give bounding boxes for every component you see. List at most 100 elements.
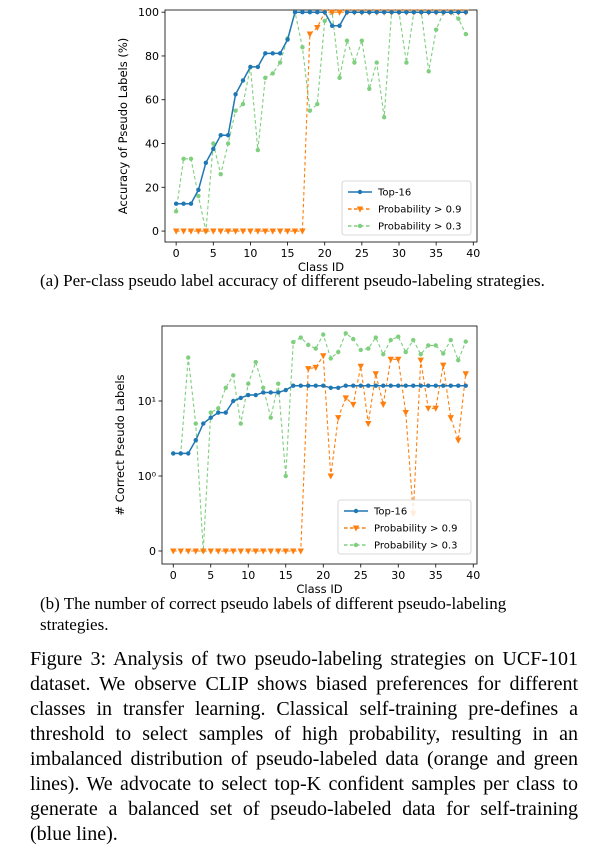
data-point [216,406,221,411]
y-tick-label: 100 [138,6,159,19]
data-point [195,228,202,235]
data-point [187,228,195,235]
data-point [216,410,221,415]
legend-label: Top-16 [377,188,411,199]
data-point [432,405,439,412]
data-point [193,421,198,426]
data-point [322,9,327,15]
data-point [186,451,191,456]
data-point [186,355,191,360]
data-point [196,193,201,199]
data-point [441,383,446,388]
x-tick-label: 10 [243,247,257,260]
data-point [374,9,379,15]
data-point [192,548,199,555]
data-point [433,27,439,32]
series-line-probability-0-9 [176,11,466,232]
data-point [388,337,393,343]
data-point [321,332,326,337]
data-point [181,201,186,206]
x-tick-label: 40 [466,569,480,582]
data-point [232,228,239,235]
data-point [290,548,297,555]
data-point [367,9,372,15]
legend-label: Probability > 0.3 [378,222,462,233]
data-point [373,383,378,388]
data-point [373,335,378,340]
data-point [252,548,259,555]
x-tick-label: 10 [241,569,255,582]
data-point [298,383,303,388]
data-point [260,548,267,555]
legend: Top-16 Probability > 0.9 Probability > 0.3 [337,499,472,555]
data-point [396,9,402,15]
data-point [456,9,461,15]
y-tick-label: 40 [145,138,159,151]
series-top-16 [171,383,468,456]
data-point [433,343,438,348]
data-point [203,160,209,165]
data-point [380,401,387,408]
data-point [283,387,288,393]
legend-label: Probability > 0.9 [374,524,458,535]
x-tick-label: 20 [316,569,330,582]
data-point [381,9,387,15]
x-tick-label: 30 [391,569,405,582]
data-point [388,383,393,388]
legend-label: Probability > 0.3 [374,541,458,552]
data-point [196,187,201,193]
data-point [270,71,275,76]
data-point [208,415,213,420]
data-point [262,228,269,235]
figure-caption: Figure 3: Analysis of two pseudo-labelin… [30,647,578,847]
data-point [343,383,348,388]
data-point [284,228,291,235]
data-point [222,548,229,555]
data-point [211,146,216,152]
data-point [173,201,179,206]
data-point [215,548,222,555]
data-point [441,9,446,15]
data-point [404,9,409,15]
legend-frame [341,180,472,236]
subcaption-a: (a) Per-class pseudo label accuracy of d… [40,271,545,290]
data-point [178,451,183,456]
x-tick-label: 40 [466,247,480,260]
data-point [462,371,469,378]
legend-marker [356,206,364,213]
data-point [417,357,424,364]
data-point [367,86,372,91]
data-point [396,334,401,339]
data-point [277,60,283,65]
data-point [299,228,306,235]
data-point [328,9,336,16]
subcaption-b: (b) The number of correct pseudo labels … [40,594,507,634]
data-point [463,31,469,37]
x-tick-label: 25 [354,569,368,582]
data-point [342,395,349,402]
data-point [351,336,356,342]
data-point [307,9,313,15]
data-point [269,228,276,235]
data-point [218,132,223,138]
data-point [185,548,192,555]
data-point [352,9,357,15]
y-tick-label: 10⁰ [138,470,157,483]
data-point [404,60,409,65]
data-point [329,23,335,28]
data-point [411,383,416,388]
x-tick-label: 35 [429,247,443,260]
data-point [255,147,261,153]
x-tick-label: 35 [429,569,443,582]
data-point [441,351,446,356]
data-point [381,115,387,120]
data-point [263,51,268,56]
data-point [238,421,243,426]
x-tick-label: 30 [392,247,406,260]
data-point [254,228,262,235]
legend: Top-16 Probability > 0.9 Probability > 0.3 [341,180,472,236]
data-point [248,64,253,70]
data-point [351,383,356,388]
data-point [223,385,228,390]
data-point [321,383,326,388]
